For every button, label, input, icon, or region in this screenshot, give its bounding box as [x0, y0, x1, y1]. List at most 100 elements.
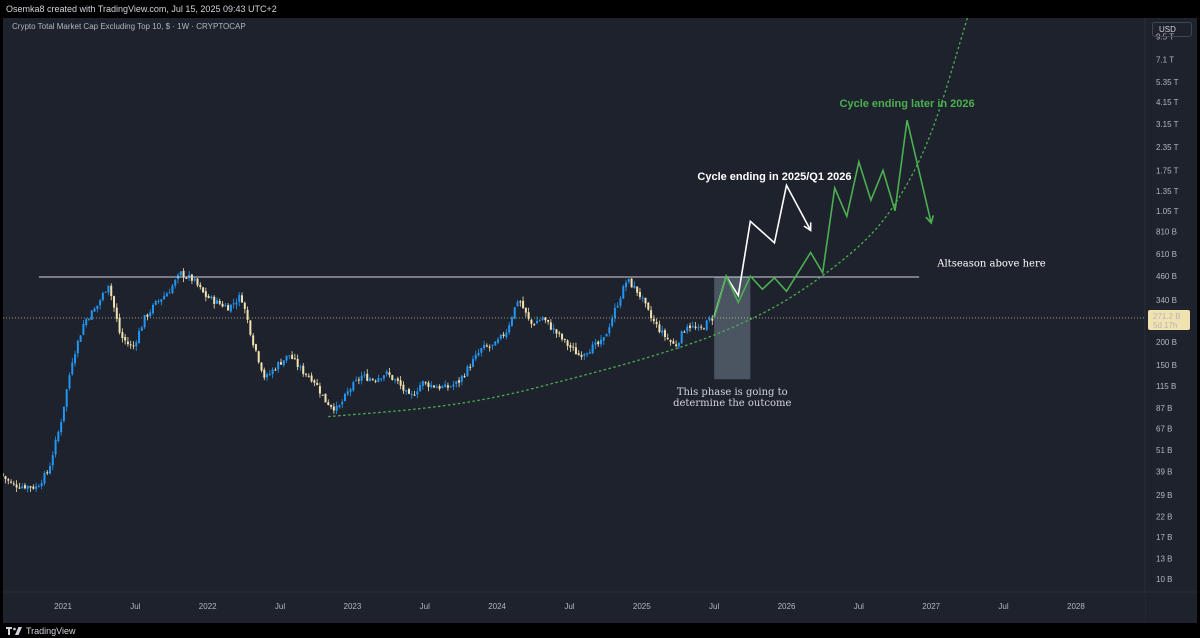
candle-body — [260, 362, 263, 371]
x-tick-label: 2023 — [344, 602, 362, 611]
candle-body — [455, 381, 458, 385]
candle-body — [483, 344, 486, 349]
candle-body — [705, 320, 708, 330]
candle-body — [572, 346, 575, 348]
candle-body — [313, 380, 316, 383]
candle-body — [661, 330, 664, 333]
candle-body — [285, 355, 288, 361]
axes-layer: 9.5 T7.1 T5.35 T4.15 T3.15 T2.35 T1.75 T… — [3, 18, 1197, 623]
candle-body — [79, 335, 82, 342]
candle-body — [113, 296, 116, 308]
y-tick-label: 610 B — [1156, 250, 1177, 259]
y-tick-label: 4.15 T — [1156, 98, 1179, 107]
candle-body — [666, 337, 669, 339]
candle-body — [580, 355, 583, 357]
candle-body — [57, 431, 60, 442]
candle-body — [396, 378, 399, 381]
y-tick-label: 200 B — [1156, 338, 1177, 347]
y-tick-label: 51 B — [1156, 446, 1172, 455]
candle-body — [566, 340, 569, 346]
candle-body — [458, 380, 461, 383]
candle-body — [246, 309, 249, 320]
candle-body — [602, 337, 605, 341]
y-tick-label: 67 B — [1156, 425, 1172, 434]
candle-body — [243, 302, 246, 309]
candle-body — [132, 345, 135, 347]
candle-body — [90, 310, 93, 320]
candle-body — [15, 484, 18, 488]
candle-body — [633, 285, 636, 288]
candle-body — [452, 384, 455, 387]
candle-body — [558, 332, 561, 334]
candle-body — [371, 379, 374, 381]
candle-body — [599, 339, 602, 345]
candle-body — [210, 296, 213, 299]
x-tick-label: Jul — [275, 602, 285, 611]
candle-body — [446, 385, 449, 388]
candle-body — [394, 379, 397, 381]
candle-body — [185, 277, 188, 279]
candle-body — [23, 485, 26, 489]
candle-body — [377, 378, 380, 382]
chart-annotation: Cycle ending later in 2026 — [840, 98, 975, 110]
candle-body — [110, 285, 113, 296]
candle-body — [327, 402, 330, 405]
candle-body — [165, 293, 168, 297]
candle-body — [138, 330, 141, 344]
candle-body — [104, 291, 107, 293]
candle-body — [235, 302, 238, 305]
scenario-path-late — [713, 119, 932, 319]
candle-body — [711, 318, 714, 321]
candle-body — [647, 302, 650, 310]
x-tick-label: 2021 — [54, 602, 72, 611]
currency-button[interactable]: USD — [1152, 22, 1192, 37]
candle-body — [469, 366, 472, 368]
candle-body — [405, 390, 408, 392]
tradingview-brand[interactable]: TradingView — [26, 626, 76, 636]
candle-body — [427, 382, 430, 387]
symbol-title[interactable]: Crypto Total Market Cap Excluding Top 10… — [12, 22, 246, 31]
candle-body — [207, 296, 210, 298]
chart-annotation: Altseason above here — [936, 258, 1045, 269]
x-tick-label: Jul — [420, 602, 430, 611]
candle-body — [352, 382, 355, 391]
candle-body — [391, 375, 394, 380]
y-tick-label: 22 B — [1156, 513, 1172, 522]
candle-body — [213, 296, 216, 305]
candle-body — [480, 348, 483, 353]
candle-body — [680, 331, 683, 344]
tradingview-logo-icon[interactable] — [6, 626, 22, 636]
candle-body — [644, 297, 647, 304]
chart-panel[interactable]: This phase is going to determine the outc… — [3, 18, 1197, 623]
candle-body — [257, 351, 260, 363]
y-tick-label: 87 B — [1156, 404, 1172, 413]
candle-body — [594, 342, 597, 345]
candle-body — [597, 341, 600, 345]
candle-body — [547, 319, 550, 322]
support-curve — [328, 18, 968, 418]
candle-body — [46, 472, 49, 474]
candle-body — [188, 274, 191, 278]
candle-body — [227, 305, 230, 311]
candle-body — [266, 374, 269, 378]
candle-body — [569, 345, 572, 348]
candle-body — [32, 486, 35, 489]
y-tick-label: 2.35 T — [1156, 143, 1179, 152]
candle-body — [502, 334, 505, 336]
candle-body — [121, 332, 124, 339]
candle-body — [388, 372, 391, 376]
candle-body — [474, 354, 477, 360]
candle-body — [675, 344, 678, 347]
candle-body — [271, 369, 274, 375]
candle-body — [488, 346, 491, 348]
candle-body — [438, 385, 441, 389]
candle-body — [37, 486, 40, 488]
candle-body — [630, 278, 633, 288]
candle-body — [282, 360, 285, 366]
candle-body — [385, 371, 388, 375]
candle-body — [658, 324, 661, 333]
y-tick-label: 460 B — [1156, 272, 1177, 281]
candle-body — [29, 486, 32, 488]
candle-body — [441, 386, 444, 388]
